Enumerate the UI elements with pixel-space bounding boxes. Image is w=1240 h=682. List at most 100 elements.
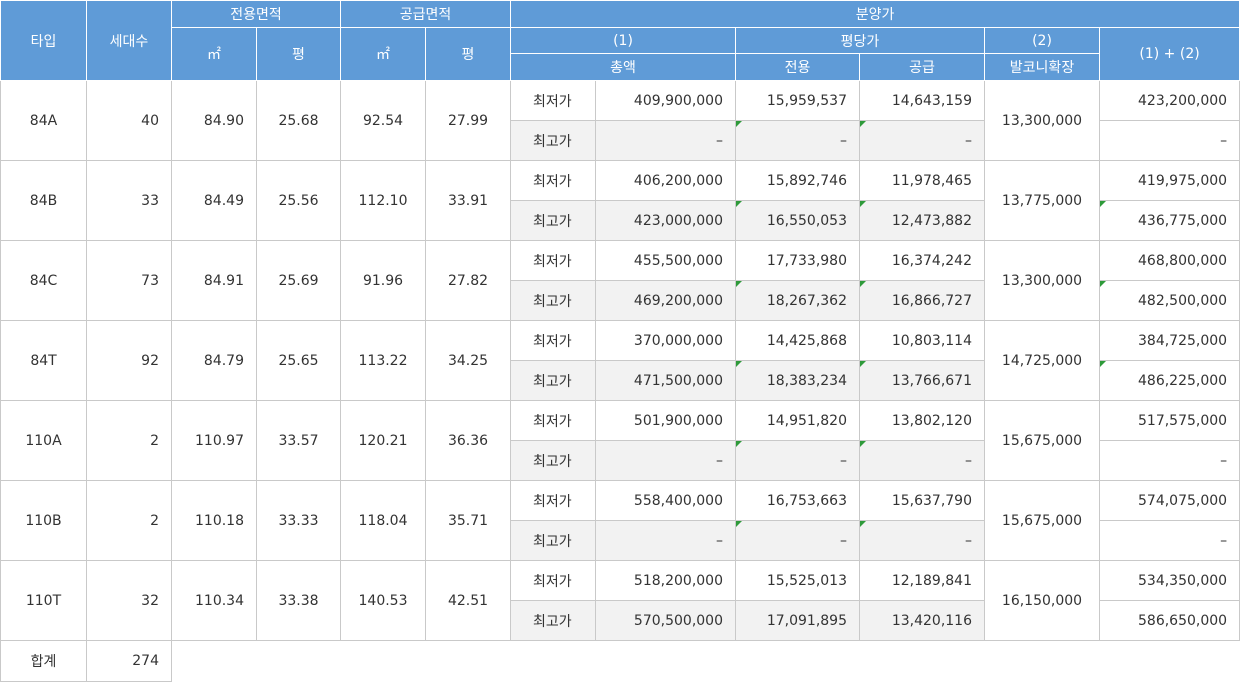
table-row: 최고가 471,500,000 18,383,234 13,766,671 48… (1, 360, 1240, 401)
cell-ex-sqm: 84.49 (171, 160, 257, 241)
cell-min-per-sup: 16,374,242 (859, 240, 985, 281)
cell-min-total: 455,500,000 (595, 240, 736, 281)
label-min: 최저가 (510, 160, 596, 201)
cell-min-sum: 517,575,000 (1098, 400, 1240, 441)
label-max: 최고가 (510, 120, 596, 161)
header-type: 타입 (0, 0, 87, 81)
cell-ex-sqm: 84.79 (171, 320, 257, 401)
header-sup-sqm: ㎡ (340, 27, 426, 81)
cell-ex-sqm: 110.18 (171, 480, 257, 561)
cell-max-total: 471,500,000 (595, 360, 736, 401)
label-min: 최저가 (510, 320, 596, 361)
table-row: 110A 2 110.97 33.57 120.21 36.36 최저가 501… (0, 400, 1240, 481)
cell-households: 73 (86, 240, 172, 321)
cell-min-per-ex: 15,525,013 (735, 560, 860, 601)
cell-max-per-ex: 16,550,053 (735, 200, 860, 241)
cell-sup-pyeong: 35.71 (425, 480, 511, 561)
cell-max-sum: 436,775,000 (1098, 200, 1240, 241)
header-households: 세대수 (86, 0, 172, 81)
cell-min-per-ex: 16,753,663 (735, 480, 860, 521)
cell-households: 92 (86, 320, 172, 401)
cell-sup-sqm: 91.96 (340, 240, 426, 321)
header-supply-area: 공급면적 (340, 0, 511, 28)
cell-ex-pyeong: 33.33 (256, 480, 341, 561)
cell-max-per-ex: 18,383,234 (735, 360, 860, 401)
cell-max-per-sup: 13,766,671 (859, 360, 985, 401)
header-ex-sqm: ㎡ (171, 27, 257, 81)
cell-households: 40 (86, 80, 172, 161)
cell-sup-pyeong: 42.51 (425, 560, 511, 641)
table-row: 최고가 570,500,000 17,091,895 13,420,116 58… (1, 600, 1240, 641)
cell-balcony: 13,300,000 (984, 240, 1100, 321)
label-min: 최저가 (510, 240, 596, 281)
table-row: 최고가 – – – – (1, 440, 1240, 481)
cell-max-total: 570,500,000 (595, 600, 736, 641)
cell-min-per-ex: 14,951,820 (735, 400, 860, 441)
table-row: 84B 33 84.49 25.56 112.10 33.91 최저가 406,… (0, 160, 1240, 241)
cell-sup-pyeong: 27.82 (425, 240, 511, 321)
cell-min-per-ex: 17,733,980 (735, 240, 860, 281)
cell-sup-sqm: 113.22 (340, 320, 426, 401)
cell-sup-sqm: 118.04 (340, 480, 426, 561)
cell-type: 110T (0, 560, 87, 641)
header-balcony-num: (2) (984, 27, 1100, 54)
cell-max-per-ex: 18,267,362 (735, 280, 860, 321)
table-row: 최고가 423,000,000 16,550,053 12,473,882 43… (1, 200, 1240, 241)
header-ex-pyeong: 평 (256, 27, 341, 81)
cell-min-sum: 574,075,000 (1098, 480, 1240, 521)
cell-min-sum: 534,350,000 (1098, 560, 1240, 601)
cell-max-per-ex: 17,091,895 (735, 600, 860, 641)
cell-max-sum: 586,650,000 (1098, 600, 1240, 641)
table-row: 최고가 469,200,000 18,267,362 16,866,727 48… (1, 280, 1240, 321)
header-sum: (1) + (2) (1098, 27, 1240, 81)
table-row: 84A 40 84.90 25.68 92.54 27.99 최저가 409,9… (0, 80, 1240, 161)
cell-max-total: 469,200,000 (595, 280, 736, 321)
cell-max-sum: 486,225,000 (1098, 360, 1240, 401)
cell-sup-sqm: 120.21 (340, 400, 426, 481)
cell-max-per-sup: – (859, 440, 985, 481)
cell-min-total: 406,200,000 (595, 160, 736, 201)
cell-type: 84A (0, 80, 87, 161)
cell-max-total: – (595, 120, 736, 161)
cell-sup-pyeong: 33.91 (425, 160, 511, 241)
cell-min-total: 558,400,000 (595, 480, 736, 521)
cell-max-sum: – (1098, 520, 1240, 561)
cell-min-per-sup: 14,643,159 (859, 80, 985, 121)
cell-max-sum: – (1098, 440, 1240, 481)
cell-max-sum: – (1098, 120, 1240, 161)
footer-total-households: 274 (86, 640, 172, 682)
footer-label: 합계 (0, 640, 87, 682)
header-exclusive-area: 전용면적 (171, 0, 341, 28)
cell-max-total: – (595, 520, 736, 561)
label-min: 최저가 (510, 480, 596, 521)
label-min: 최저가 (510, 400, 596, 441)
cell-max-per-ex: – (735, 440, 860, 481)
cell-balcony: 13,300,000 (984, 80, 1100, 161)
table-row: 최고가 – – – – (1, 120, 1240, 161)
label-max: 최고가 (510, 520, 596, 561)
cell-ex-pyeong: 33.38 (256, 560, 341, 641)
header-per-pyeong: 평당가 (735, 27, 985, 54)
cell-type: 110B (0, 480, 87, 561)
cell-ex-sqm: 84.91 (171, 240, 257, 321)
cell-sup-pyeong: 34.25 (425, 320, 511, 401)
cell-min-total: 518,200,000 (595, 560, 736, 601)
table-row: 최고가 – – – – (1, 520, 1240, 561)
cell-max-per-sup: 16,866,727 (859, 280, 985, 321)
label-max: 최고가 (510, 360, 596, 401)
cell-type: 110A (0, 400, 87, 481)
cell-max-total: – (595, 440, 736, 481)
cell-max-per-ex: – (735, 520, 860, 561)
cell-min-sum: 468,800,000 (1098, 240, 1240, 281)
cell-balcony: 13,775,000 (984, 160, 1100, 241)
cell-min-per-ex: 14,425,868 (735, 320, 860, 361)
label-max: 최고가 (510, 440, 596, 481)
cell-ex-sqm: 110.34 (171, 560, 257, 641)
cell-max-per-sup: 12,473,882 (859, 200, 985, 241)
cell-min-sum: 419,975,000 (1098, 160, 1240, 201)
cell-households: 2 (86, 480, 172, 561)
cell-max-sum: 482,500,000 (1098, 280, 1240, 321)
cell-type: 84T (0, 320, 87, 401)
label-min: 최저가 (510, 80, 596, 121)
